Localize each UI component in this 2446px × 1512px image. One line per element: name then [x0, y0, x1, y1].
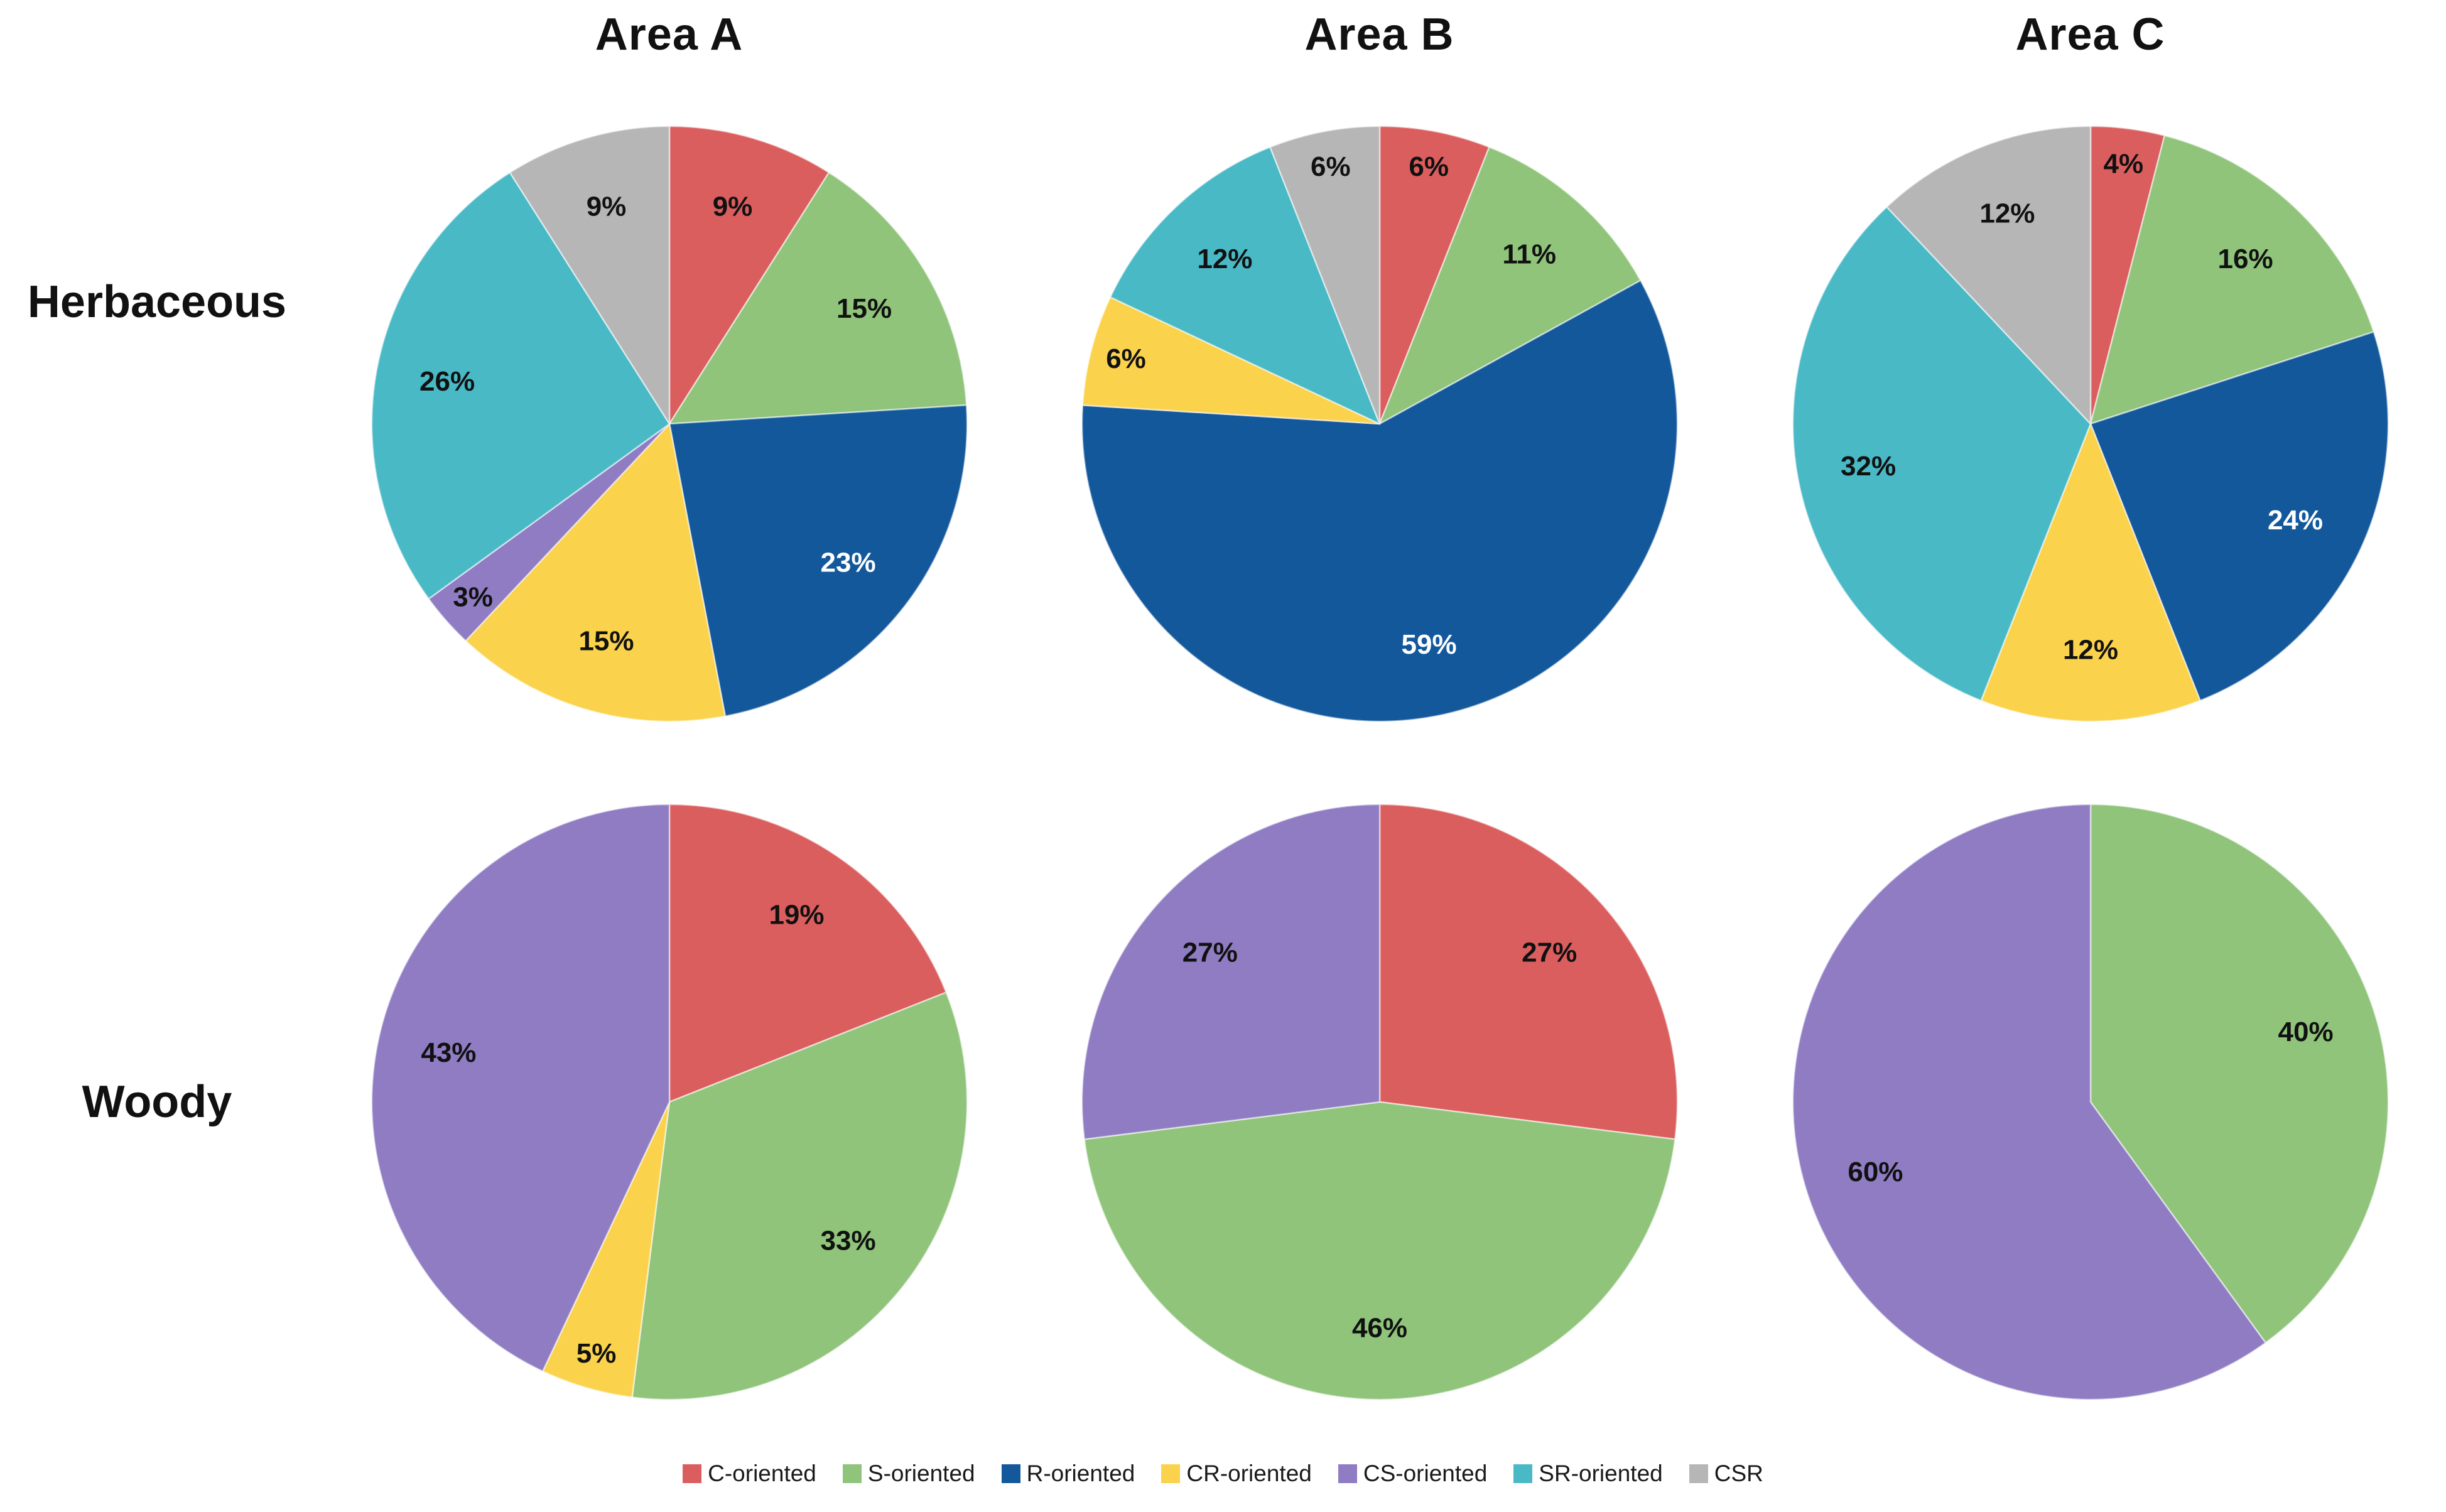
legend-label-cs-oriented: CS-oriented — [1363, 1461, 1488, 1486]
pie-woody-area-a: 19% 33% 5% 43% — [314, 760, 1024, 1444]
slice-label-c-oriented: 27% — [1522, 937, 1577, 968]
legend-label-csr: CSR — [1714, 1461, 1763, 1486]
column-title-area-b: Area B — [1304, 9, 1454, 60]
slice-label-csr: 12% — [1979, 198, 2035, 229]
legend-item-csr: CSR — [1689, 1461, 1763, 1487]
slice-label-c-oriented: 6% — [1409, 151, 1449, 182]
slice-label-cr-oriented: 15% — [578, 625, 634, 656]
pie-woody-area-c: 40% 60% — [1734, 760, 2446, 1444]
slice-label-sr-oriented: 26% — [419, 366, 475, 397]
legend-swatch-s-oriented — [842, 1464, 862, 1483]
legend-swatch-csr — [1689, 1464, 1708, 1483]
row-label-woody: Woody — [82, 1077, 232, 1127]
legend-label-c-oriented: C-oriented — [708, 1461, 816, 1486]
pie-slice-c-oriented — [1378, 125, 1490, 425]
slice-label-sr-oriented: 12% — [1197, 244, 1252, 274]
slice-label-r-oriented: 24% — [2267, 505, 2322, 536]
legend-item-r-oriented: R-oriented — [1001, 1461, 1135, 1487]
pie-slice-s-oriented — [2089, 803, 2389, 1344]
slice-label-c-oriented: 19% — [769, 900, 824, 931]
slice-label-cs-oriented: 3% — [453, 581, 493, 612]
legend-label-sr-oriented: SR-oriented — [1539, 1461, 1663, 1486]
pie-slice-cr-oriented — [541, 1101, 670, 1398]
pie-slice-csr — [1885, 125, 2091, 425]
pie-slice-s-oriented — [1378, 146, 1642, 425]
pie-slice-s-oriented — [668, 171, 967, 425]
chart-legend: C-oriented S-oriented R-oriented CR-oriente… — [0, 1444, 2446, 1512]
slice-label-csr: 9% — [586, 192, 626, 222]
pie-slice-r-oriented — [1081, 279, 1678, 723]
pie-slice-cr-oriented — [1081, 296, 1380, 425]
slice-label-cs-oriented: 60% — [1848, 1157, 1903, 1187]
legend-label-cr-oriented: CR-oriented — [1186, 1461, 1312, 1486]
pie-slice-c-oriented — [1378, 803, 1678, 1140]
pie-slice-s-oriented — [630, 991, 968, 1401]
slice-label-r-oriented: 59% — [1401, 629, 1456, 660]
legend-label-r-oriented: R-oriented — [1026, 1461, 1135, 1486]
pie-slice-c-oriented — [668, 803, 947, 1103]
slice-label-s-oriented: 15% — [836, 293, 892, 324]
pie-slice-s-oriented — [2089, 134, 2374, 425]
legend-item-c-oriented: C-oriented — [683, 1461, 816, 1487]
legend-swatch-c-oriented — [683, 1464, 702, 1483]
pie-slice-csr — [1269, 125, 1380, 425]
pie-slice-cr-oriented — [1979, 423, 2201, 723]
pie-slice-cs-oriented — [371, 803, 670, 1373]
slice-label-cr-oriented: 6% — [1106, 343, 1146, 374]
pie-herbaceous-area-c: 4% 16% 24% 12% 32% 12% — [1734, 88, 2446, 760]
pie-slice-r-oriented — [2089, 331, 2389, 701]
legend-swatch-r-oriented — [1001, 1464, 1020, 1483]
slice-label-c-oriented: 9% — [712, 192, 752, 222]
pie-slice-sr-oriented — [371, 171, 670, 600]
legend-swatch-sr-oriented — [1513, 1464, 1533, 1483]
slice-label-c-oriented: 4% — [2103, 149, 2143, 180]
legend-swatch-cr-oriented — [1161, 1464, 1181, 1483]
pie-herbaceous-area-b: 6% 11% 59% 6% 12% 6% — [1024, 88, 1734, 760]
slice-label-r-oriented: 23% — [820, 547, 875, 578]
slice-label-cr-oriented: 12% — [2062, 635, 2118, 666]
slice-label-s-oriented: 33% — [820, 1225, 875, 1256]
corner-spacer — [0, 0, 314, 88]
pie-slice-csr — [509, 125, 670, 425]
pie-woody-area-b: 27% 46% 27% — [1024, 760, 1734, 1444]
pie-slice-cs-oriented — [1792, 803, 2266, 1401]
slice-label-s-oriented: 40% — [2278, 1017, 2333, 1047]
legend-item-sr-oriented: SR-oriented — [1513, 1461, 1663, 1487]
pie-slice-sr-oriented — [1109, 146, 1380, 425]
legend-label-s-oriented: S-oriented — [867, 1461, 975, 1486]
legend-item-cr-oriented: CR-oriented — [1161, 1461, 1312, 1487]
pie-slice-c-oriented — [668, 125, 830, 425]
column-title-area-a: Area A — [595, 9, 744, 60]
slice-label-s-oriented: 16% — [2217, 244, 2273, 274]
pie-slice-sr-oriented — [1792, 206, 2091, 701]
slice-label-cr-oriented: 5% — [576, 1338, 616, 1369]
pie-slice-r-oriented — [668, 404, 968, 717]
column-title-area-c: Area C — [2015, 9, 2165, 60]
row-label-herbaceous: Herbaceous — [27, 277, 287, 327]
legend-item-cs-oriented: CS-oriented — [1338, 1461, 1487, 1487]
pie-slice-cr-oriented — [464, 423, 726, 723]
slice-label-s-oriented: 46% — [1351, 1313, 1407, 1344]
pie-slice-cs-oriented — [1081, 803, 1380, 1140]
pie-slice-s-oriented — [1083, 1101, 1676, 1401]
slice-label-s-oriented: 11% — [1502, 239, 1556, 269]
slice-label-sr-oriented: 32% — [1841, 451, 1896, 482]
slice-label-csr: 6% — [1311, 151, 1351, 182]
legend-swatch-cs-oriented — [1338, 1464, 1357, 1483]
legend-item-s-oriented: S-oriented — [842, 1461, 975, 1487]
slice-label-cs-oriented: 27% — [1182, 937, 1237, 968]
slice-label-cs-oriented: 43% — [421, 1037, 476, 1068]
pie-herbaceous-area-a: 9% 15% 23% 15% 3% 26% 9% — [314, 88, 1024, 760]
